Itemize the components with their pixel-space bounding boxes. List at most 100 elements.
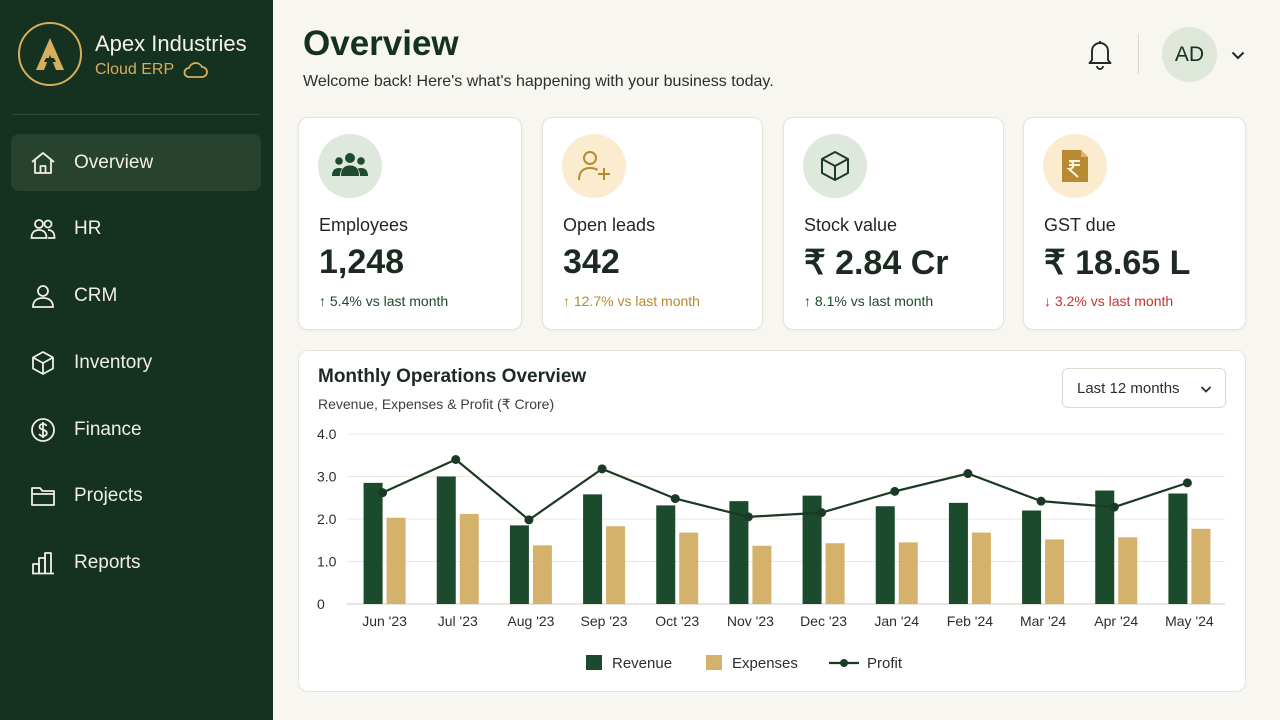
bar-expenses [1191, 528, 1211, 604]
bar-expenses [386, 517, 406, 604]
sidebar-divider [12, 114, 260, 115]
point-profit [378, 488, 388, 498]
kpi-value: ₹ 2.84 Cr [804, 244, 949, 282]
brand[interactable]: Apex Industries Cloud ERP [18, 22, 247, 86]
legend-swatch-revenue [586, 655, 602, 670]
sidebar-nav: Overview HR CRM Inventory [11, 134, 261, 602]
add-user-icon [562, 134, 626, 198]
x-tick-label: Dec '23 [800, 613, 847, 629]
kpi-card-gst-due[interactable]: GST due ₹ 18.65 L ↓ 3.2% vs last month [1023, 117, 1246, 330]
kpi-label: Employees [319, 215, 409, 235]
user-icon [32, 285, 54, 308]
sidebar-item-finance[interactable]: Finance [11, 401, 261, 458]
y-tick-label: 1.0 [317, 554, 337, 570]
sidebar-item-label: CRM [74, 285, 118, 307]
x-tick-label: Aug '23 [507, 613, 554, 629]
bar-revenue [875, 506, 895, 604]
kpi-card-open-leads[interactable]: Open leads 342 ↑ 12.7% vs last month [542, 117, 763, 330]
kpi-label: Open leads [563, 215, 656, 235]
point-profit [1036, 496, 1046, 506]
point-profit [817, 508, 827, 518]
kpi-change-suffix: vs last month [1090, 293, 1174, 309]
x-tick-label: Jan '24 [874, 613, 919, 629]
bar-expenses [606, 526, 626, 604]
header-divider [1138, 34, 1139, 74]
sidebar-item-label: Projects [74, 485, 143, 507]
bar-chart-icon [32, 552, 54, 575]
bar-revenue [656, 505, 676, 604]
chart-subtitle: Revenue, Expenses & Profit (₹ Crore) [318, 396, 555, 412]
sidebar-item-label: Reports [74, 552, 141, 574]
kpi-change-suffix: vs last month [617, 293, 700, 309]
kpi-value: 1,248 [319, 243, 405, 281]
cloud-icon [183, 61, 208, 78]
point-profit [963, 469, 973, 479]
bar-expenses [1045, 539, 1065, 604]
sidebar: Apex Industries Cloud ERP Overview HR [0, 0, 273, 720]
kpi-change: ↑ 8.1% [804, 293, 847, 309]
point-profit [524, 515, 534, 525]
sidebar-item-projects[interactable]: Projects [11, 468, 261, 525]
sidebar-item-label: Inventory [74, 351, 153, 373]
home-icon [31, 151, 55, 174]
bar-revenue [948, 502, 968, 604]
legend-label-expenses: Expenses [732, 655, 798, 672]
date-range-label: Last 12 months [1077, 379, 1180, 397]
sidebar-item-label: Overview [74, 151, 154, 173]
sidebar-item-overview[interactable]: Overview [11, 134, 261, 191]
y-tick-label: 0 [317, 596, 325, 612]
bar-revenue [509, 525, 529, 604]
point-profit [597, 464, 607, 474]
point-profit [670, 494, 680, 504]
point-profit [890, 486, 900, 496]
brand-subtitle: Cloud ERP [95, 60, 175, 78]
chart-card: Monthly Operations Overview Revenue, Exp… [298, 350, 1246, 692]
kpi-change-suffix: vs last month [365, 293, 449, 309]
bell-icon[interactable] [1084, 36, 1116, 70]
kpi-value: 342 [563, 243, 620, 281]
kpi-card-employees[interactable]: Employees 1,248 ↑ 5.4% vs last month [298, 117, 522, 330]
legend-label-profit: Profit [867, 655, 903, 672]
brand-name: Apex Industries [95, 30, 247, 56]
x-tick-label: Nov '23 [727, 613, 774, 629]
sidebar-item-crm[interactable]: CRM [11, 268, 261, 325]
kpi-change: ↑ 12.7% [563, 293, 614, 309]
sidebar-item-label: Finance [74, 418, 142, 440]
bar-revenue [729, 501, 749, 604]
bar-expenses [898, 542, 918, 604]
apex-logo-icon [18, 22, 82, 86]
x-tick-label: Sep '23 [581, 613, 628, 629]
sidebar-item-inventory[interactable]: Inventory [11, 334, 261, 391]
y-tick-label: 4.0 [317, 426, 337, 442]
bar-revenue [1168, 493, 1188, 604]
folder-icon [31, 487, 55, 507]
kpi-change: ↑ 5.4% [319, 293, 362, 309]
point-profit [451, 455, 461, 464]
legend-swatch-expenses [706, 655, 722, 670]
chevron-down-icon[interactable] [1229, 46, 1247, 64]
bar-revenue [1095, 490, 1115, 604]
kpi-label: Stock value [804, 215, 898, 235]
avatar[interactable]: AD [1162, 27, 1217, 82]
bar-expenses [1118, 537, 1138, 604]
bar-expenses [532, 545, 552, 604]
date-range-select[interactable]: Last 12 months [1062, 368, 1226, 408]
kpi-label: GST due [1044, 215, 1116, 235]
point-profit [1182, 478, 1192, 488]
kpi-card-stock-value[interactable]: Stock value ₹ 2.84 Cr ↑ 8.1% vs last mon… [783, 117, 1004, 330]
operations-chart: 0 1.0 2.0 3.0 4.0 Jun '23 Jul '23 Aug '23 Sep '2… [317, 426, 1225, 672]
sidebar-item-label: HR [74, 218, 102, 240]
dollar-circle-icon [31, 417, 55, 442]
kpi-change: ↓ 3.2% [1044, 293, 1087, 309]
rupee-document-icon [1043, 134, 1107, 198]
page-subtitle: Welcome back! Here's what's happening wi… [303, 73, 774, 90]
kpi-value: ₹ 18.65 L [1044, 244, 1191, 282]
sidebar-item-hr[interactable]: HR [11, 201, 261, 258]
sidebar-item-reports[interactable]: Reports [11, 535, 261, 592]
cube-icon [803, 134, 867, 198]
x-tick-label: Apr '24 [1094, 613, 1138, 629]
x-tick-label: May '24 [1165, 613, 1214, 629]
box-icon [32, 350, 54, 375]
bar-revenue [583, 494, 603, 604]
legend-label-revenue: Revenue [612, 655, 672, 672]
